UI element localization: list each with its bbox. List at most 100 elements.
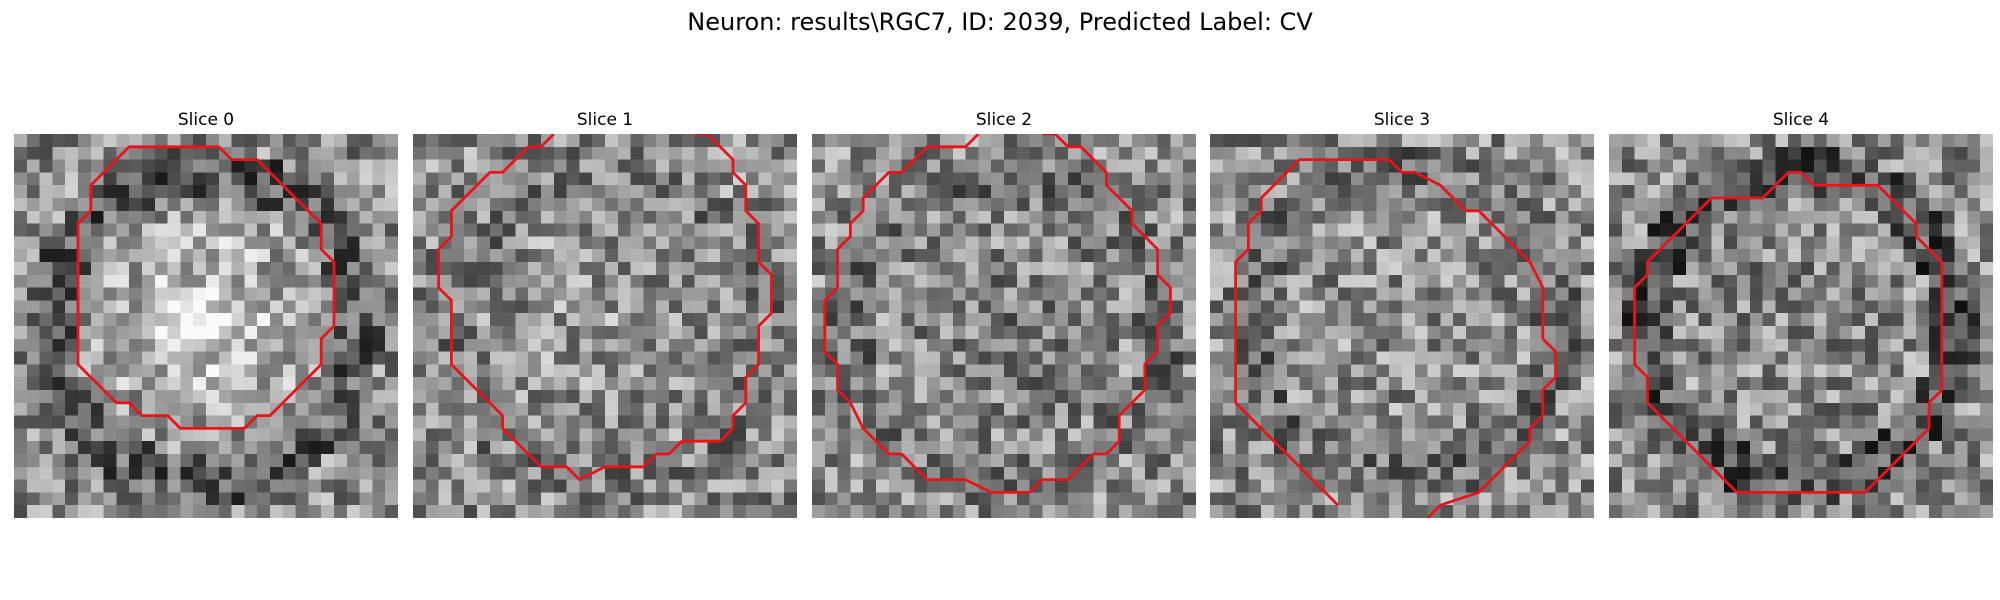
slice-pixel [553,441,567,455]
slice-pixel [579,390,593,404]
slice-pixel [1865,159,1879,173]
slice-pixel [888,377,902,391]
slice-pixel [52,428,66,442]
slice-pixel [592,287,606,301]
slice-pixel [1660,466,1674,480]
slice-pixel [1711,402,1725,416]
slice-pixel [385,210,398,224]
slice-pixel [630,479,644,493]
slice-pixel [346,313,360,327]
slice-pixel [52,313,66,327]
slice-pixel [733,210,747,224]
slice-pixel [940,454,954,468]
slice-pixel [1647,454,1661,468]
slice-pixel [308,338,322,352]
slice-pixel [1363,454,1377,468]
slice-pixel [681,415,695,429]
slice-pixel [1274,274,1288,288]
slice-pixel [1235,236,1249,250]
slice-pixel [784,351,797,365]
slice-pixel [952,134,966,148]
slice-pixel [1980,159,1993,173]
slice-pixel [745,390,759,404]
slice-pixel [1685,249,1699,263]
slice-pixel [1210,300,1224,314]
slice-pixel [940,402,954,416]
slice-pixel [244,505,258,518]
slice-pixel [425,454,439,468]
slice-pixel [1132,134,1146,148]
slice-pixel [1609,172,1623,186]
slice-pixel [1660,223,1674,237]
slice-pixel [1954,287,1968,301]
slice-pixel [1865,364,1879,378]
slice-pixel [142,390,156,404]
slice-pixel [1826,210,1840,224]
slice-pixel [1967,274,1981,288]
slice-pixel [1581,210,1594,224]
slice-pixel [1042,466,1056,480]
slice-pixel [385,313,398,327]
slice-pixel [978,210,992,224]
slice-pixel [733,351,747,365]
slice-pixel [1274,146,1288,160]
slice-pixel [1813,441,1827,455]
slice-pixel [566,198,580,212]
slice-pixel [372,249,386,263]
slice-pixel [1749,172,1763,186]
slice-pixel [965,441,979,455]
slice-pixel [1775,249,1789,263]
slice-pixel [643,274,657,288]
slice-pixel [1338,377,1352,391]
slice-pixel [206,326,220,340]
slice-pixel [630,492,644,506]
slice-pixel [745,287,759,301]
slice-pixel [321,377,335,391]
slice-pixel [1775,479,1789,493]
slice-pixel [1491,415,1505,429]
slice-pixel [1724,249,1738,263]
slice-pixel [1402,505,1416,518]
slice-pixel [1274,249,1288,263]
slice-pixel [1440,415,1454,429]
slice-pixel [707,249,721,263]
slice-pixel [605,428,619,442]
slice-pixel [206,364,220,378]
slice-pixel [1261,441,1275,455]
slice-pixel [1491,134,1505,148]
slice-pixel [1261,159,1275,173]
slice-pixel [1235,210,1249,224]
slice-pixel [1286,492,1300,506]
slice-pixel [528,390,542,404]
slice-pixel [1517,185,1531,199]
slice-pixel [940,262,954,276]
slice-title-1: Slice 1 [576,110,634,130]
slice-pixel [1877,390,1891,404]
slice-pixel [1157,351,1171,365]
slice-pixel [129,198,143,212]
slice-pixel [129,210,143,224]
slice-pixel [1801,351,1815,365]
slice-pixel [1839,402,1853,416]
slice-pixel [372,466,386,480]
slice-pixel [1132,146,1146,160]
slice-pixel [1542,146,1556,160]
slice-pixel [617,223,631,237]
slice-pixel [1504,134,1518,148]
slice-pixel [1093,454,1107,468]
slice-pixel [295,428,309,442]
slice-pixel [257,146,271,160]
slice-pixel [617,505,631,518]
slice-pixel [605,492,619,506]
slice-pixel [1144,415,1158,429]
slice-pixel [1762,249,1776,263]
slice-pixel [1724,274,1738,288]
slice-pixel [1016,313,1030,327]
slice-pixel [1491,146,1505,160]
slice-pixel [1609,287,1623,301]
slice-pixel [1660,377,1674,391]
slice-pixel [14,185,28,199]
slice-pixel [413,351,427,365]
slice-pixel [991,249,1005,263]
slice-pixel [1491,236,1505,250]
